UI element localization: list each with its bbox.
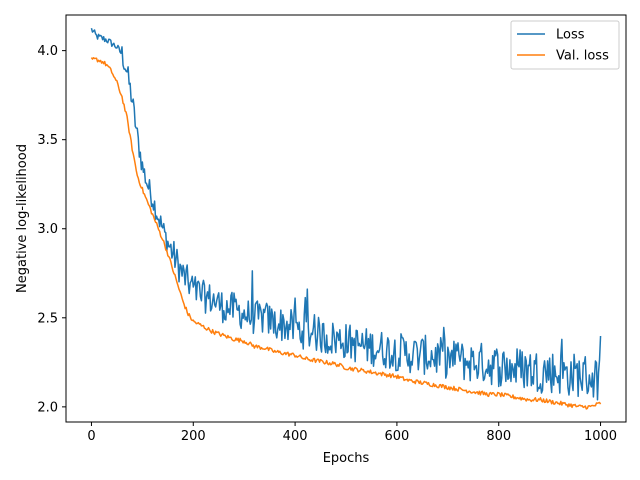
x-tick-label: 1000: [584, 429, 617, 444]
legend-label-1: Val. loss: [556, 49, 609, 64]
legend-box: [510, 20, 620, 70]
series-line-0: [90, 27, 602, 401]
x-tick-label: 0: [87, 429, 95, 444]
plot-area: [90, 27, 602, 410]
y-tick-label: 3.5: [37, 133, 58, 148]
x-tick-label: 400: [283, 429, 308, 444]
y-tick-label: 2.0: [37, 400, 58, 415]
legend-label-0: Loss: [556, 28, 585, 43]
y-axis-label: Negative log-likelihood: [15, 144, 30, 293]
x-tick-label: 800: [486, 429, 511, 444]
axes-frame: [65, 14, 627, 423]
x-axis-label: Epochs: [323, 451, 370, 466]
y-tick-label: 2.5: [37, 311, 58, 326]
y-tick-label: 3.0: [37, 222, 58, 237]
series-line-1: [90, 57, 602, 410]
x-tick-label: 200: [181, 429, 206, 444]
legend: Loss Val. loss: [510, 20, 620, 70]
axis-ticks: 0 200 400 600 800 1000 2.0 2.5 3.0 3.5 4.0: [37, 44, 617, 444]
y-tick-label: 4.0: [37, 44, 58, 59]
x-tick-label: 600: [384, 429, 409, 444]
